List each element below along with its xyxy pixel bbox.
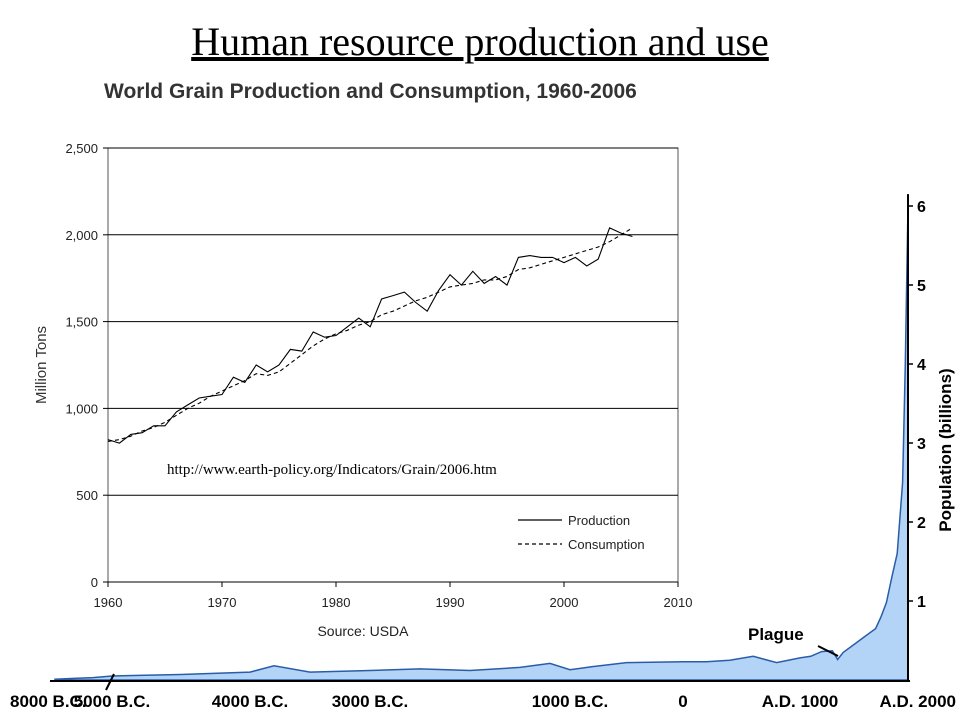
population-x-tick-label: 3000 B.C.: [332, 692, 409, 711]
grain-y-tick-label: 0: [91, 575, 98, 590]
population-x-tick-label: 0: [678, 692, 687, 711]
population-y-tick-label: 5: [917, 278, 926, 295]
grain-x-tick-label: 2000: [550, 595, 579, 610]
population-y-tick-label: 2: [917, 515, 926, 532]
grain-y-tick-label: 500: [76, 488, 98, 503]
legend-label-production: Production: [568, 513, 630, 528]
grain-y-tick-label: 1,500: [65, 315, 98, 330]
population-y-axis-label: Population (billions): [936, 368, 955, 531]
population-x-tick-label: 8000 B.C.: [10, 692, 87, 711]
grain-y-tick-label: 2,500: [65, 141, 98, 156]
axis-break-mark: [105, 673, 115, 691]
grain-y-tick-label: 2,000: [65, 228, 98, 243]
grain-chart: 0 500 1,000 1,500 2,000 2,500 1960 1970 1980 1990…: [20, 120, 700, 650]
series-line-production: [107, 227, 633, 444]
population-y-tick-label: 4: [917, 357, 926, 374]
grain-x-tick-label: 1980: [322, 595, 351, 610]
grain-x-tick-label: 1970: [208, 595, 237, 610]
grain-x-axis-label: Source: USDA: [317, 623, 409, 639]
population-x-tick-label: 5000 B.C.: [74, 692, 151, 711]
grain-x-tick-label: 1960: [94, 595, 123, 610]
slide-title: Human resource production and use: [191, 19, 769, 64]
population-y-tick-label: 1: [917, 594, 926, 611]
population-x-tick-label: 4000 B.C.: [212, 692, 289, 711]
population-x-tick-label: A.D. 1000: [762, 692, 839, 711]
grain-chart-title: World Grain Production and Consumption, …: [104, 80, 637, 103]
plague-pointer: [817, 645, 839, 657]
legend-label-consumption: Consumption: [568, 537, 645, 552]
grain-x-tick-label: 2010: [664, 595, 693, 610]
grain-y-axis-label: Million Tons: [33, 326, 50, 404]
series-line-consumption: [107, 227, 633, 442]
population-x-tick-label: A.D. 2000: [879, 692, 956, 711]
plague-annotation: Plague: [748, 625, 804, 644]
population-y-tick-label: 6: [917, 199, 926, 216]
source-url[interactable]: http://www.earth-policy.org/Indicators/G…: [165, 462, 499, 479]
population-x-tick-label: 1000 B.C.: [532, 692, 609, 711]
grain-y-tick-label: 1,000: [65, 401, 98, 416]
population-y-tick-label: 3: [917, 436, 926, 453]
grain-x-tick-label: 1990: [436, 595, 465, 610]
population-area: [54, 205, 909, 681]
grain-plot-area: [107, 147, 679, 583]
